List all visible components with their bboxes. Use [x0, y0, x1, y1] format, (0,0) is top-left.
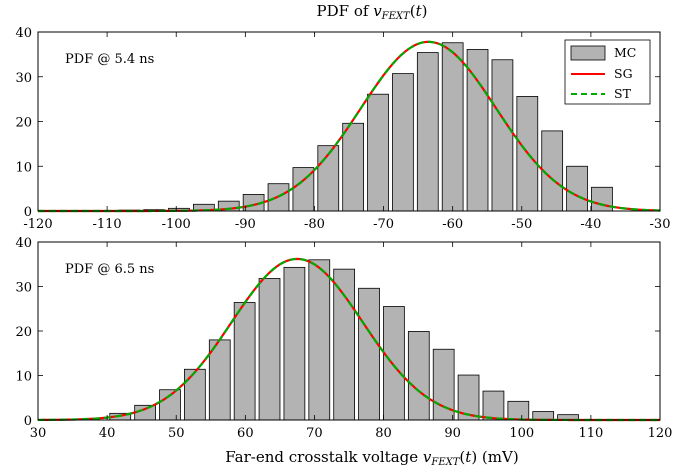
x-tick-label: 70: [306, 426, 323, 441]
figure-title: PDF of vFEXT(t): [317, 2, 428, 22]
x-tick-label: -90: [235, 217, 256, 232]
y-tick-label: 0: [24, 205, 32, 220]
y-tick-label: 10: [15, 160, 32, 175]
histogram-bar: [258, 278, 281, 421]
histogram-bar: [507, 400, 530, 421]
histogram-bar: [208, 339, 231, 421]
x-tick-label: -70: [373, 217, 394, 232]
legend-mc-swatch: [570, 45, 606, 61]
x-tick-label: -100: [162, 217, 191, 232]
panel-annotation: PDF @ 6.5 ns: [65, 262, 154, 277]
histogram-bar: [566, 165, 588, 212]
legend-mc-label: MC: [614, 45, 636, 60]
x-tick-label: 90: [444, 426, 461, 441]
histogram-bar: [441, 42, 464, 212]
histogram-bar: [416, 52, 439, 212]
x-tick-label: 30: [30, 426, 47, 441]
histogram-bar: [184, 368, 206, 421]
x-tick-label: 120: [648, 426, 673, 441]
legend-sg-label: SG: [614, 66, 633, 81]
histogram-bar: [482, 390, 505, 421]
histogram-bar: [308, 259, 331, 421]
x-tick-label: 60: [237, 426, 254, 441]
x-tick-label: -30: [650, 217, 671, 232]
x-tick-label: 100: [509, 426, 534, 441]
x-tick-label: -50: [511, 217, 532, 232]
legend-st-label: ST: [614, 86, 632, 101]
histogram-bar: [591, 186, 613, 212]
x-tick-label: -40: [580, 217, 601, 232]
y-tick-label: 10: [15, 370, 32, 385]
y-tick-label: 20: [15, 116, 32, 131]
y-tick-label: 20: [15, 325, 32, 340]
legend: MC SG ST: [564, 39, 651, 105]
x-tick-label: 110: [578, 426, 603, 441]
y-tick-label: 0: [24, 414, 32, 429]
histogram-bar: [283, 266, 306, 421]
panel-annotation: PDF @ 5.4 ns: [65, 52, 154, 67]
x-tick-label: 40: [99, 426, 116, 441]
panel-top: PDF @ 5.4 ns -120 -110 -100 -90 -80 -70 -60 -50…: [15, 26, 670, 232]
histogram-bar: [358, 287, 380, 421]
y-tick-label: 40: [15, 236, 32, 251]
histogram-bar: [233, 302, 256, 421]
histogram-bar: [466, 49, 489, 212]
panel-bottom: PDF @ 6.5 ns 30 40 50 60 70 80 90 100 110 120 0 10 2…: [15, 236, 672, 441]
x-tick-label: -60: [442, 217, 463, 232]
histogram-bar: [491, 59, 514, 212]
x-tick-label: -110: [93, 217, 122, 232]
x-tick-label: 80: [375, 426, 392, 441]
histogram-bar: [392, 73, 414, 212]
y-tick-label: 40: [15, 26, 32, 41]
histogram-bar: [407, 331, 430, 421]
x-axis-label: Far-end crosstalk voltage vFEXT(t) (mV): [225, 448, 518, 467]
x-tick-label: 50: [168, 426, 185, 441]
y-tick-label: 30: [15, 71, 32, 86]
histogram-bar: [367, 93, 389, 212]
histogram-bar: [383, 306, 405, 421]
histogram-bar: [342, 122, 364, 212]
histogram-bar: [333, 268, 356, 421]
x-tick-label: -80: [304, 217, 325, 232]
x-tick-label: -120: [23, 217, 52, 232]
y-tick-label: 30: [15, 281, 32, 296]
